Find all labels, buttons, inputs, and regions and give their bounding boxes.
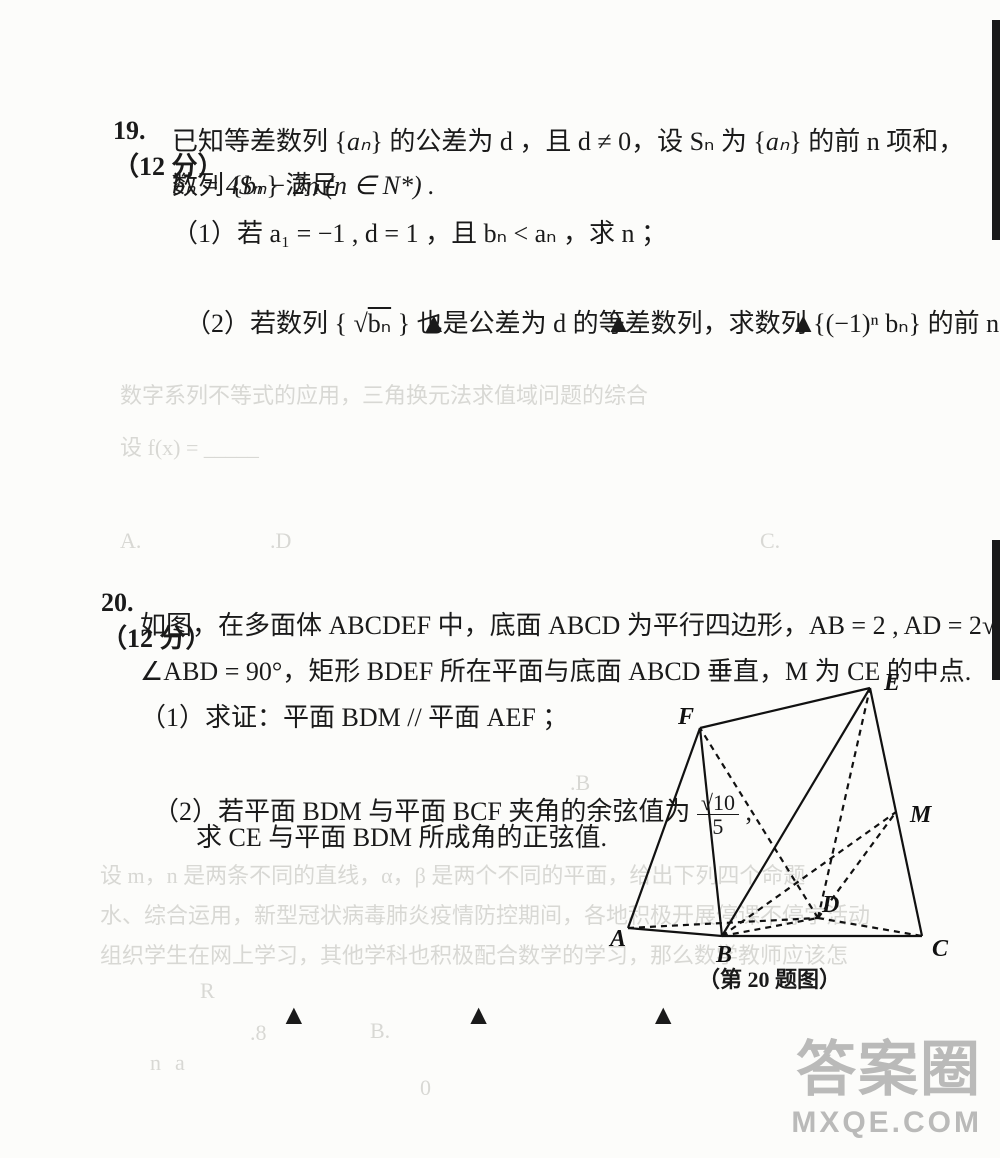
ghost-line: 数字系列不等式的应用，三角换元法求值域问题的综合 xyxy=(120,378,648,410)
ghost-line: 0 xyxy=(420,1075,431,1101)
ghost-line: .8 xyxy=(250,1020,267,1046)
figure-edge xyxy=(628,928,722,936)
t: （2）若数列 { √ xyxy=(185,309,368,338)
figure-label-F: F xyxy=(677,704,694,730)
q20-figure: ABCDEFM xyxy=(590,668,960,978)
q19-part1: （1）若 a₁ = −1 , d = 1 ，且 bₙ < aₙ ，求 n ； xyxy=(172,212,667,256)
sym-an: aₙ xyxy=(347,127,370,156)
figure-label-A: A xyxy=(608,926,626,952)
exam-page: { "page": { "background_color": "#fcfcfa… xyxy=(0,0,1000,1158)
ghost-line: 设 f(x) = _____ xyxy=(120,430,259,462)
sqrt-arg: bₙ xyxy=(368,309,391,338)
figure-label-D: D xyxy=(821,892,839,918)
sym-an: aₙ xyxy=(766,127,789,156)
q19-formula: bₙ = 4Sₙ − 2n (n ∈ N*) . xyxy=(172,164,435,208)
figure-label-E: E xyxy=(883,670,900,696)
ghost-line: n xyxy=(150,1050,161,1076)
q20-num-text: 20. xyxy=(101,588,134,617)
q20-line1: 如图，在多面体 ABCDEF 中，底面 ABCD 为平行四边形，AB = 2 ,… xyxy=(140,604,1000,648)
figure-edge xyxy=(818,918,922,936)
ghost-line: C. xyxy=(760,528,780,554)
t: } 的公差为 d ，且 d ≠ 0，设 Sₙ 为 { xyxy=(370,127,766,156)
watermark-small: MXQE.COM xyxy=(791,1106,982,1140)
answer-markers-19: ▲ ▲ ▲ xyxy=(420,308,851,340)
watermark-big: 答案圈 xyxy=(796,1021,982,1108)
figure-label-C: C xyxy=(932,936,949,962)
figure-edge xyxy=(628,728,700,928)
t: 已知等差数列 { xyxy=(172,127,347,156)
q20-part1: （1）求证：平面 BDM // 平面 AEF ； xyxy=(140,696,568,740)
figure-label-M: M xyxy=(909,802,933,828)
figure-edge xyxy=(818,688,870,918)
ghost-line: .D xyxy=(270,528,291,554)
figure-edge xyxy=(722,688,870,936)
answer-markers-20: ▲ ▲ ▲ xyxy=(280,1000,711,1032)
q20-part2b: 求 CE 与平面 BDM 所成角的正弦值. xyxy=(196,816,607,860)
ghost-line: a xyxy=(175,1050,185,1076)
scan-edge-bar xyxy=(992,20,1000,240)
figure-edge xyxy=(700,688,870,728)
ghost-line: A. xyxy=(120,528,141,554)
q20-figure-caption: （第 20 题图） xyxy=(698,962,841,994)
ghost-line: R xyxy=(200,978,215,1004)
q19-num-text: 19. xyxy=(113,116,146,145)
